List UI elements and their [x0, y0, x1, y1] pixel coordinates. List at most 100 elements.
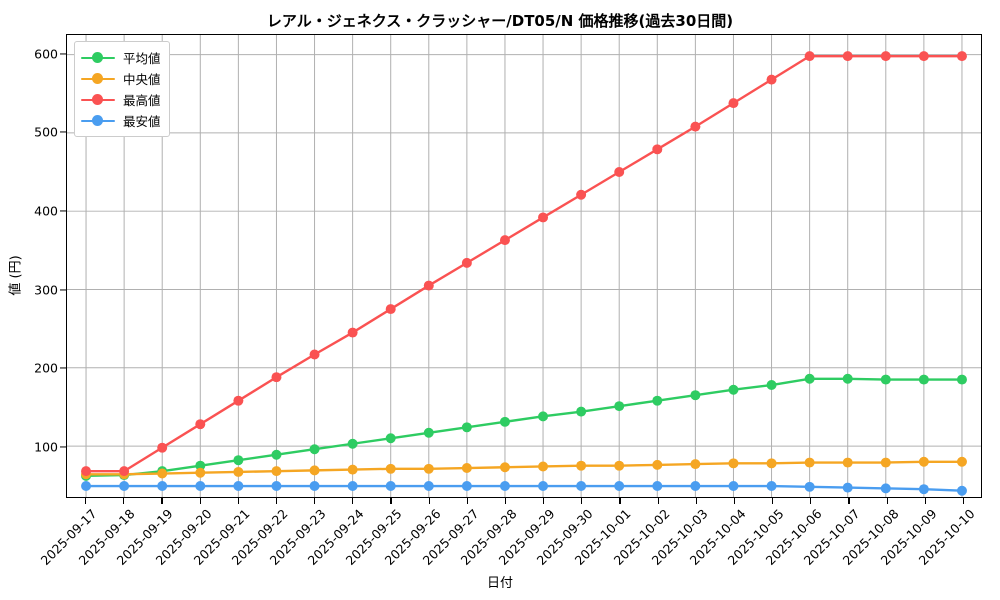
x-tick-mark: [390, 498, 392, 504]
data-point-marker: [195, 460, 206, 471]
legend-item[interactable]: 平均値: [81, 47, 161, 68]
data-point-marker: [614, 401, 625, 412]
legend-item[interactable]: 最安値: [81, 110, 161, 131]
data-point-marker: [81, 481, 92, 492]
data-point-marker: [690, 390, 701, 401]
data-point-marker: [918, 456, 929, 467]
legend-label: 平均値: [123, 51, 161, 66]
data-point-marker: [576, 481, 587, 492]
data-point-marker: [956, 485, 967, 496]
y-tick-label: 600: [34, 46, 58, 62]
series-line: [84, 54, 964, 473]
data-point-marker: [766, 481, 777, 492]
x-tick-mark: [161, 498, 163, 504]
data-point-marker: [271, 372, 282, 383]
data-point-marker: [652, 395, 663, 406]
x-tick-mark: [543, 498, 545, 504]
data-point-marker: [309, 481, 320, 492]
data-point-marker: [309, 349, 320, 360]
x-tick-mark: [237, 498, 239, 504]
x-axis-tick-labels: 2025-09-17 2025-09-18 2025-09-19 2025-09-20…: [38, 506, 982, 576]
data-point-marker: [385, 304, 396, 315]
data-point-marker: [195, 467, 206, 478]
x-axis-label: 日付: [486, 576, 513, 591]
data-point-marker: [347, 464, 358, 475]
legend-swatch-icon: [81, 51, 115, 65]
data-point-marker: [81, 466, 92, 477]
data-point-marker: [690, 481, 701, 492]
data-point-marker: [423, 463, 434, 474]
data-point-marker: [728, 458, 739, 469]
data-point-marker: [842, 51, 853, 62]
x-tick-mark: [962, 498, 964, 504]
legend-label: 最安値: [123, 114, 161, 129]
data-point-marker: [880, 457, 891, 468]
data-point-marker: [347, 481, 358, 492]
data-point-marker: [157, 442, 168, 453]
data-point-marker: [804, 457, 815, 468]
data-point-marker: [499, 416, 510, 427]
x-tick-mark: [428, 498, 430, 504]
x-tick-mark: [504, 498, 506, 504]
x-tick-mark: [848, 498, 850, 504]
x-tick-mark: [886, 498, 888, 504]
data-point-marker: [918, 374, 929, 385]
y-tick-mark: [60, 446, 66, 448]
data-point-marker: [766, 458, 777, 469]
x-tick-mark: [466, 498, 468, 504]
data-point-marker: [880, 483, 891, 494]
series-line: [84, 484, 964, 492]
data-point-marker: [461, 422, 472, 433]
data-point-marker: [728, 384, 739, 395]
y-tick-label: 100: [34, 439, 58, 455]
data-point-marker: [880, 51, 891, 62]
series-line: [84, 460, 964, 476]
data-point-marker: [119, 481, 130, 492]
data-point-marker: [576, 189, 587, 200]
x-tick-mark: [581, 498, 583, 504]
data-point-marker: [499, 481, 510, 492]
data-point-marker: [766, 74, 777, 85]
data-point-marker: [956, 51, 967, 62]
data-point-marker: [538, 481, 549, 492]
data-point-marker: [804, 481, 815, 492]
chart-title: レアル・ジェネクス・クラッシャー/DT05/N 価格推移(過去30日間): [266, 12, 734, 30]
legend-swatch-icon: [81, 93, 115, 107]
legend-swatch-icon: [81, 72, 115, 86]
data-point-marker: [728, 98, 739, 109]
y-axis-tick-marks: [60, 34, 66, 498]
data-point-marker: [271, 466, 282, 477]
data-point-marker: [347, 327, 358, 338]
y-tick-mark: [60, 53, 66, 55]
data-point-marker: [499, 462, 510, 473]
data-point-marker: [538, 212, 549, 223]
data-point-marker: [461, 463, 472, 474]
data-point-marker: [271, 449, 282, 460]
x-tick-mark: [314, 498, 316, 504]
x-tick-mark: [772, 498, 774, 504]
x-tick-mark: [85, 498, 87, 504]
data-point-marker: [461, 481, 472, 492]
x-tick-mark: [199, 498, 201, 504]
grid-lines: [67, 35, 981, 497]
legend-item[interactable]: 最高値: [81, 89, 161, 110]
legend-label: 最高値: [123, 93, 161, 108]
data-point-marker: [385, 433, 396, 444]
data-point-marker: [956, 456, 967, 467]
series-line: [84, 377, 964, 478]
y-tick-mark: [60, 131, 66, 133]
data-point-marker: [804, 373, 815, 384]
y-tick-label: 300: [34, 282, 58, 298]
x-tick-mark: [123, 498, 125, 504]
data-point-marker: [423, 481, 434, 492]
data-point-marker: [576, 406, 587, 417]
data-point-marker: [195, 419, 206, 430]
data-point-marker: [652, 144, 663, 155]
x-tick-mark: [275, 498, 277, 504]
data-point-marker: [233, 395, 244, 406]
legend-item[interactable]: 中央値: [81, 68, 161, 89]
data-point-marker: [233, 481, 244, 492]
legend-swatch-icon: [81, 114, 115, 128]
x-tick-mark: [695, 498, 697, 504]
